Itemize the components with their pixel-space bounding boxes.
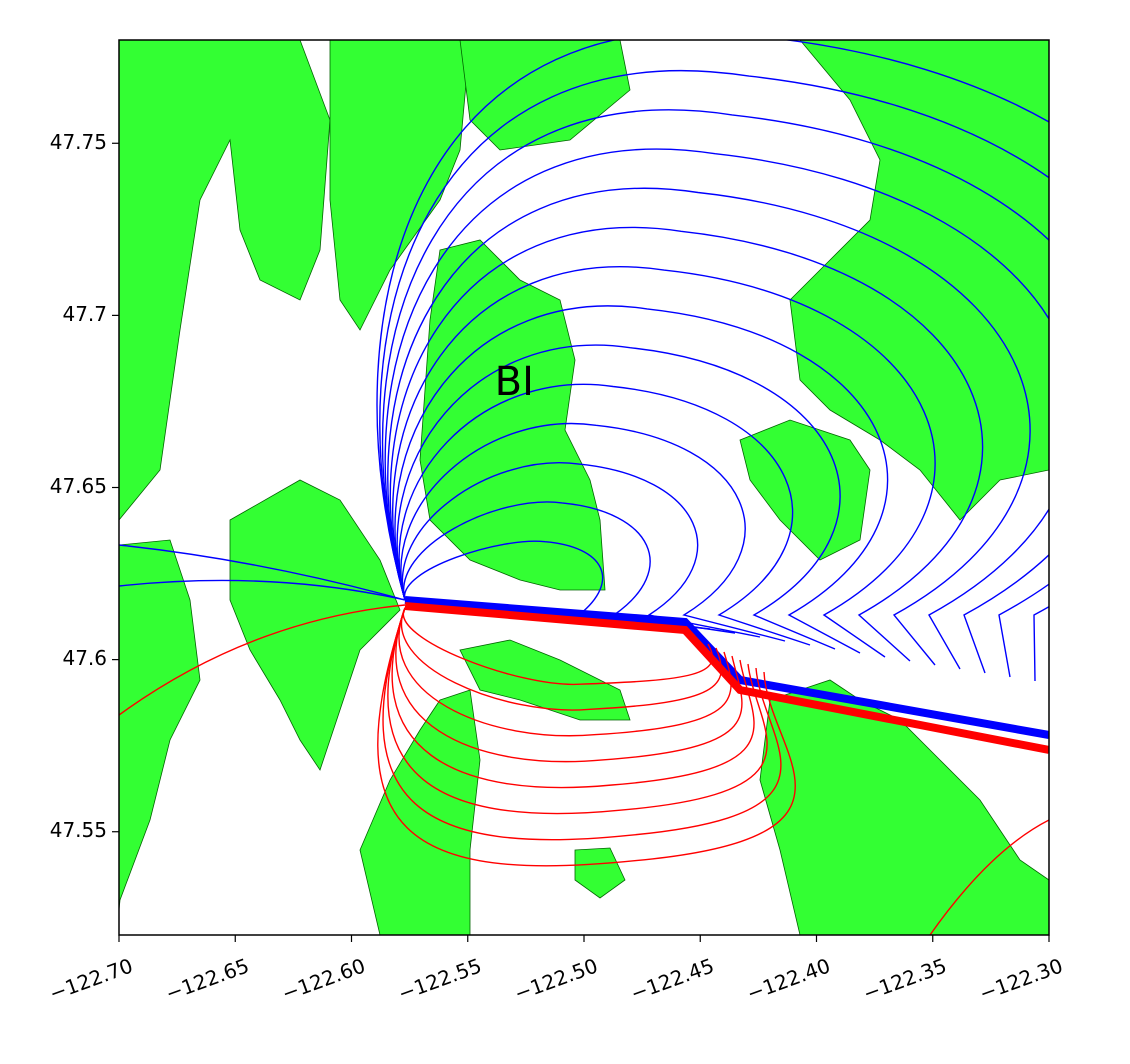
positive-contour — [376, 40, 1049, 682]
positive-contour — [379, 70, 1049, 678]
negative-contour — [377, 607, 796, 867]
positive-contour — [381, 109, 1049, 674]
positive-contour — [404, 596, 1049, 739]
negative-contour — [398, 607, 732, 737]
y-tick-label: 47.75 — [50, 130, 107, 154]
negative-contour — [401, 607, 723, 711]
land-shape — [459, 40, 631, 151]
positive-contour — [119, 579, 406, 601]
x-tick-label: −122.50 — [511, 953, 601, 1005]
x-tick-label: −122.35 — [860, 953, 950, 1005]
x-tick-label: −122.30 — [976, 953, 1066, 1005]
x-tick-label: −122.40 — [744, 953, 834, 1005]
land-shape — [789, 40, 1049, 521]
positive-contour — [389, 226, 984, 662]
land-shape — [119, 40, 331, 521]
negative-contour — [382, 607, 782, 841]
land-shape — [119, 539, 201, 911]
positive-contour — [400, 422, 786, 642]
land-shape — [229, 479, 401, 771]
land — [119, 40, 1049, 935]
x-tick-label: −122.70 — [46, 953, 136, 1005]
positive-contour — [384, 148, 1049, 670]
land-shape — [459, 639, 631, 721]
negative-contour — [391, 607, 755, 789]
negative-contour — [395, 607, 743, 763]
positive-contour — [394, 305, 889, 654]
positive-contour — [402, 501, 736, 634]
y-tick-label: 47.6 — [62, 646, 107, 670]
x-tick-label: −122.55 — [395, 953, 485, 1005]
positive-contour — [387, 187, 1031, 666]
positive-contour — [401, 462, 761, 638]
negative-contour — [929, 819, 1049, 935]
positive-contour — [398, 383, 811, 646]
negative-contour — [387, 607, 768, 815]
land-shape — [574, 847, 626, 899]
y-tick-label: 47.55 — [50, 818, 107, 842]
negative-contour — [402, 607, 714, 686]
positive-contour — [392, 266, 936, 658]
x-tick-label: −122.65 — [162, 953, 252, 1005]
y-tick-label: 47.65 — [50, 474, 107, 498]
negative-contour — [119, 604, 406, 716]
negative-contour — [404, 602, 1049, 754]
land-shape — [359, 689, 481, 935]
positive-contour — [404, 540, 711, 630]
y-tick-label: 47.7 — [62, 302, 107, 326]
positive-contour — [119, 544, 406, 601]
contours — [119, 40, 1049, 935]
annotation: BI — [495, 359, 534, 405]
x-tick-label: −122.45 — [627, 953, 717, 1005]
x-tick-label: −122.60 — [279, 953, 369, 1005]
positive-contour — [396, 344, 841, 650]
land-shape — [739, 419, 871, 561]
